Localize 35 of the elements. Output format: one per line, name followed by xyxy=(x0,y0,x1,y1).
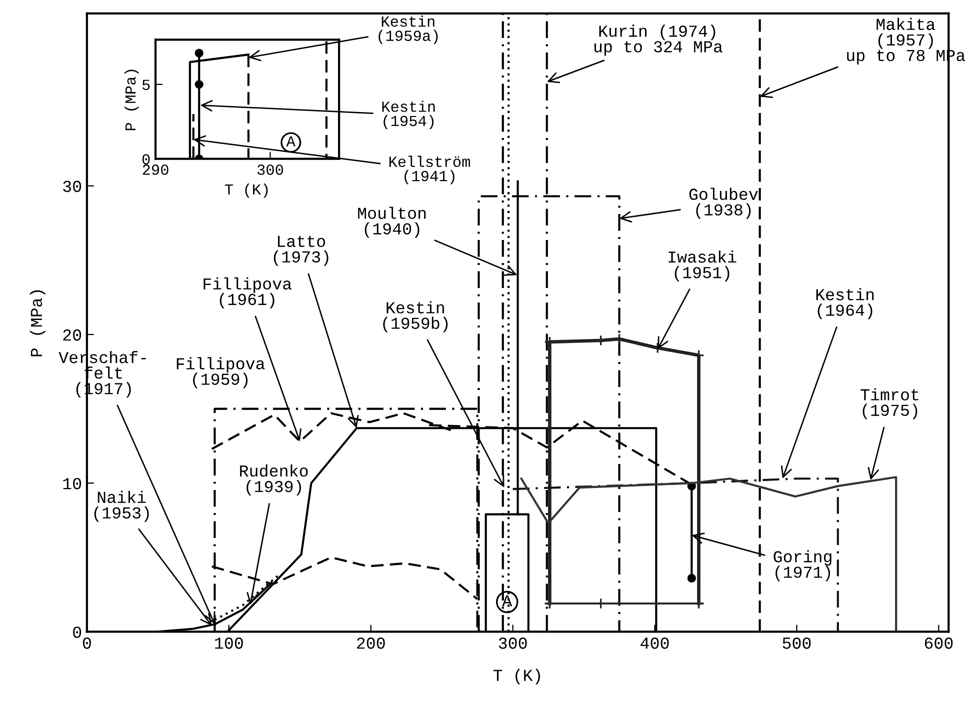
annotation: Fillipova (1959) xyxy=(176,357,265,388)
annotation: Rudenko (1939) xyxy=(240,464,308,496)
annotation: Iwasaki (1951) xyxy=(668,250,736,282)
annotation: Kestin (1964) xyxy=(816,288,874,320)
x-tick-label: 0 xyxy=(82,638,91,649)
annotation: Fillipova (1961) xyxy=(204,277,292,308)
annotation: Golubev (1938) xyxy=(689,188,758,219)
y-tick-label: 0 xyxy=(73,626,82,638)
annotation: Latto (1973) xyxy=(274,236,328,266)
x-tick-label: 200 xyxy=(357,638,385,649)
annotation: Timrot (1975) xyxy=(860,388,918,420)
x-tick-label: 500 xyxy=(782,638,811,649)
annotation: Kestin (1959b) xyxy=(383,301,448,332)
x-tick-label: 300 xyxy=(257,164,284,175)
y-axis-title: P (MPa) xyxy=(30,290,46,356)
y-axis-title: P (MPa) xyxy=(124,70,139,130)
x-tick-label: 300 xyxy=(498,638,527,649)
x-axis-title: T (K) xyxy=(224,183,268,198)
x-axis-title: T (K) xyxy=(493,668,540,684)
y-tick-label: 10 xyxy=(63,478,82,490)
annotation: A xyxy=(286,136,296,146)
x-tick-label: 400 xyxy=(640,638,669,649)
y-tick-label: 20 xyxy=(63,329,82,341)
x-tick-label: 600 xyxy=(924,638,953,649)
annotation: Naiki (1953) xyxy=(94,490,149,522)
annotation: Kurin (1974) up to 324 MPa xyxy=(594,24,722,56)
y-tick-label: 5 xyxy=(142,80,150,90)
y-tick-label: 30 xyxy=(63,180,82,192)
x-tick-label: 100 xyxy=(215,638,243,649)
annotation: Kestin (1959a) xyxy=(378,16,438,44)
annotation: Moulton (1940) xyxy=(358,206,426,238)
annotation: Kellström (1941) xyxy=(389,156,470,184)
annotation: Kestin (1954) xyxy=(382,100,435,130)
x-tick-label: 290 xyxy=(142,164,168,175)
annotation: Goring (1971) xyxy=(774,550,832,582)
